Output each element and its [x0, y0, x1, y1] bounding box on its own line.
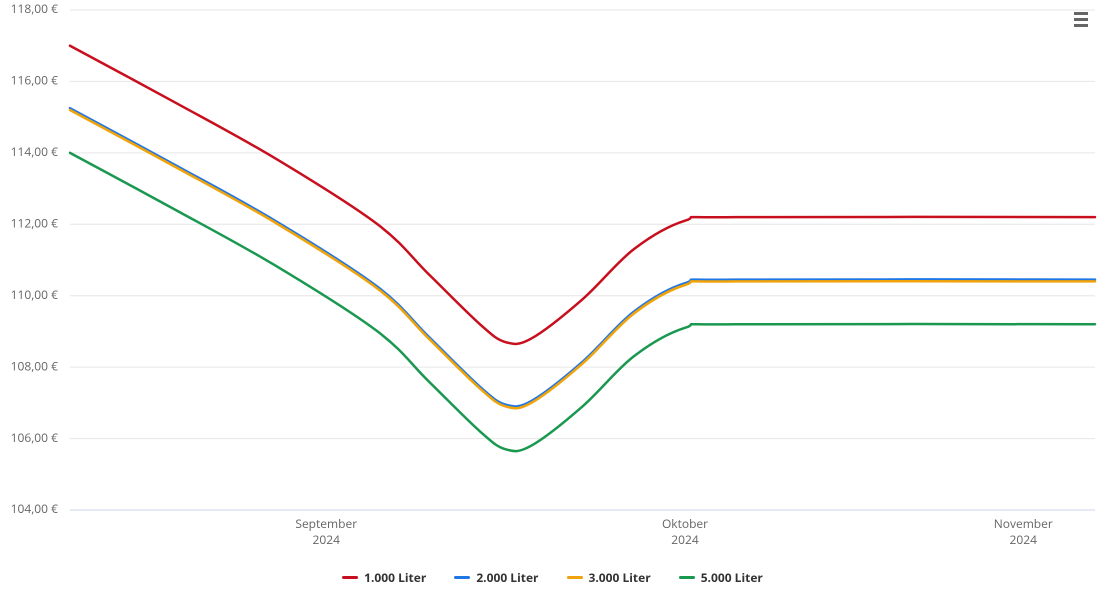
legend-label: 2.000 Liter	[476, 569, 538, 586]
series-line-s5000[interactable]	[70, 153, 1095, 451]
legend-swatch	[567, 576, 583, 579]
y-tick-label: 116,00 €	[11, 72, 59, 89]
hamburger-icon	[1074, 12, 1088, 15]
x-tick-month: September	[295, 515, 357, 532]
x-tick-month: November	[994, 515, 1053, 532]
legend-label: 5.000 Liter	[701, 569, 763, 586]
y-tick-label: 110,00 €	[11, 286, 59, 303]
chart-legend: 1.000 Liter 2.000 Liter 3.000 Liter 5.000 L…	[0, 569, 1105, 586]
y-tick-label: 112,00 €	[11, 214, 59, 231]
x-tick-month: Oktober	[662, 515, 708, 532]
x-tick-year: 2024	[1010, 531, 1038, 548]
legend-item[interactable]: 1.000 Liter	[342, 569, 426, 586]
price-chart: 104,00 € 106,00 € 108,00 € 110,00 € 112,00 €…	[0, 0, 1105, 602]
y-tick-label: 108,00 €	[11, 357, 59, 374]
chart-menu-button[interactable]	[1069, 8, 1093, 30]
legend-item[interactable]: 3.000 Liter	[567, 569, 651, 586]
x-tick-year: 2024	[671, 531, 699, 548]
legend-item[interactable]: 5.000 Liter	[679, 569, 763, 586]
series-line-s1000[interactable]	[70, 46, 1095, 344]
y-tick-label: 104,00 €	[11, 500, 59, 517]
y-tick-label: 106,00 €	[11, 429, 59, 446]
x-tick-year: 2024	[313, 531, 341, 548]
legend-item[interactable]: 2.000 Liter	[454, 569, 538, 586]
series-line-s3000[interactable]	[70, 110, 1095, 408]
legend-label: 3.000 Liter	[589, 569, 651, 586]
y-tick-label: 118,00 €	[11, 0, 59, 17]
chart-svg: 104,00 € 106,00 € 108,00 € 110,00 € 112,00 €…	[0, 0, 1105, 562]
legend-swatch	[679, 576, 695, 579]
legend-swatch	[342, 576, 358, 579]
legend-label: 1.000 Liter	[364, 569, 426, 586]
legend-swatch	[454, 576, 470, 579]
y-tick-label: 114,00 €	[11, 143, 59, 160]
